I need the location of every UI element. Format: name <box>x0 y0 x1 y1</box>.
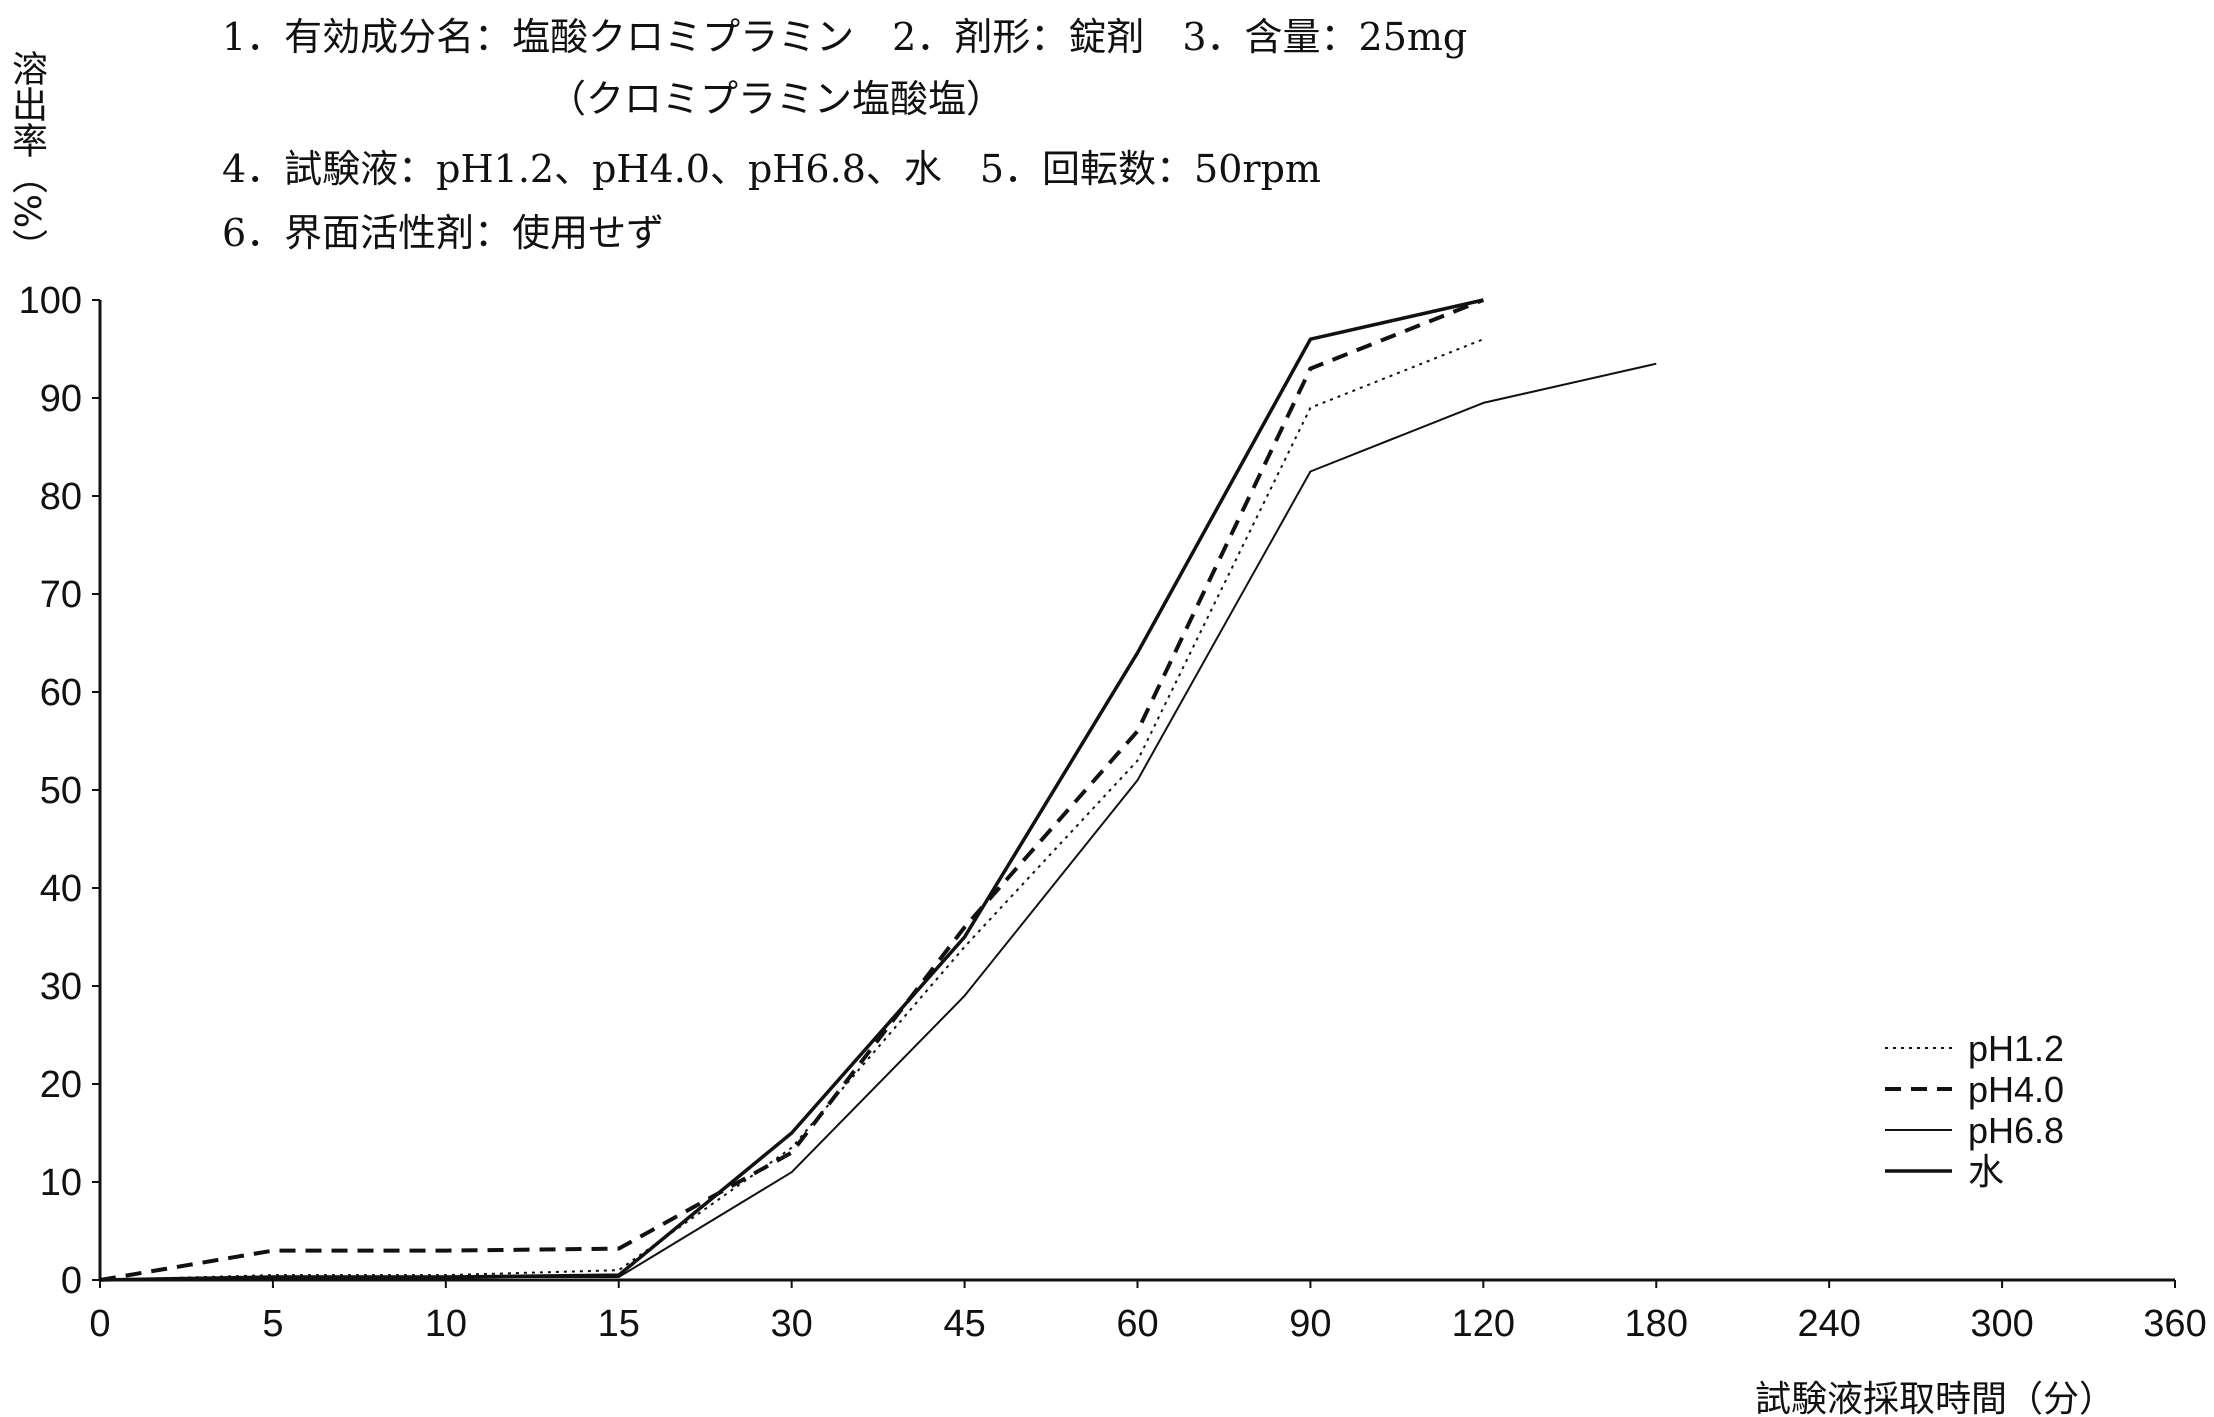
x-tick-label: 360 <box>2143 1303 2206 1345</box>
x-tick-label: 10 <box>425 1303 467 1345</box>
y-tick-label: 70 <box>40 574 82 616</box>
y-tick-label: 90 <box>40 378 82 420</box>
legend-label: pH4.0 <box>1968 1069 2064 1110</box>
y-tick-label: 20 <box>40 1064 82 1106</box>
x-tick-label: 300 <box>1970 1303 2033 1345</box>
x-tick-label: 0 <box>89 1303 110 1345</box>
y-tick-label: 60 <box>40 672 82 714</box>
y-tick-label: 50 <box>40 770 82 812</box>
y-tick-label: 0 <box>61 1260 82 1302</box>
series-line-pH6.8 <box>99 362 1657 1281</box>
x-tick-label: 90 <box>1289 1303 1331 1345</box>
x-tick-label: 240 <box>1797 1303 1860 1345</box>
x-tick-label: 120 <box>1452 1303 1515 1345</box>
header-line-1: 1．有効成分名：塩酸クロミプラミン 2．剤形：錠剤 3．含量：25mg <box>222 15 1468 59</box>
header-line-4: 6．界面活性剤：使用せず <box>222 211 665 255</box>
legend-label: 水 <box>1968 1151 2004 1192</box>
x-tick-label: 45 <box>943 1303 985 1345</box>
x-tick-label: 5 <box>262 1303 283 1345</box>
header-line-2: （クロミプラミン塩酸塩） <box>548 77 1005 121</box>
x-tick-label: 60 <box>1116 1303 1158 1345</box>
series-line-pH1.2 <box>99 338 1484 1281</box>
y-tick-label: 30 <box>40 966 82 1008</box>
legend-label: pH6.8 <box>1968 1110 2064 1151</box>
y-tick-label: 10 <box>40 1162 82 1204</box>
header-line-3: 4．試験液：pH1.2、pH4.0、pH6.8、水 5．回転数：50rpm <box>222 147 1321 191</box>
x-tick-label: 180 <box>1625 1303 1688 1345</box>
y-tick-label: 80 <box>40 476 82 518</box>
x-tick-label: 15 <box>598 1303 640 1345</box>
x-tick-label: 30 <box>771 1303 813 1345</box>
legend-label: pH1.2 <box>1968 1028 2064 1069</box>
y-tick-label: 100 <box>19 280 82 322</box>
x-axis-label: 試験液採取時間（分） <box>1755 1379 2116 1417</box>
y-tick-label: 40 <box>40 868 82 910</box>
y-axis-label: 溶出率（%） <box>6 50 47 265</box>
